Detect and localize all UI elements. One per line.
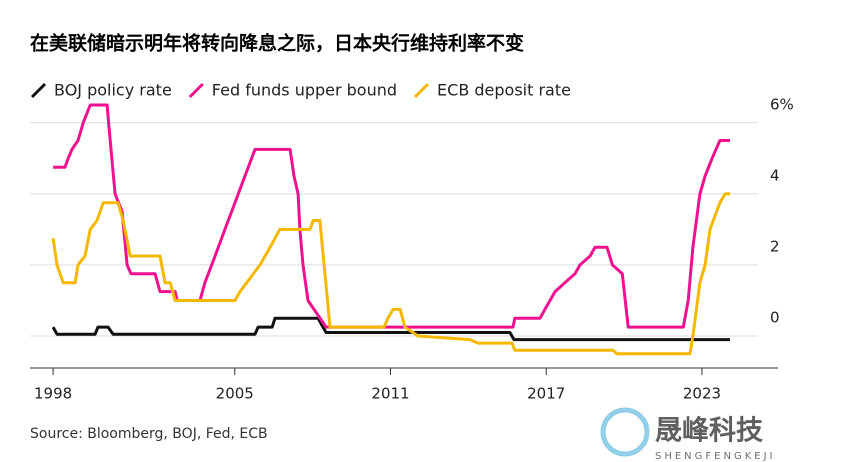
series-line <box>51 192 730 356</box>
series-line <box>53 103 730 329</box>
legend-label: ECB deposit rate <box>437 81 571 100</box>
x-tick-label: 2023 <box>683 385 721 403</box>
x-tick-label: 2011 <box>371 385 409 403</box>
x-tick-label: 2005 <box>216 385 254 403</box>
source: Source: Bloomberg, BOJ, Fed, ECB <box>30 426 268 442</box>
chart-title: 在美联储暗示明年将转向降息之际，日本央行维持利率不变 <box>30 32 524 55</box>
watermark-logo <box>600 407 650 457</box>
watermark-text: 晟峰科技 <box>655 416 763 447</box>
legend-marker <box>188 82 204 99</box>
y-tick-label: 6% <box>770 95 794 113</box>
y-tick-label: 4 <box>770 166 780 184</box>
watermark-sub: SHENGFENGKEJI <box>655 451 776 462</box>
legend-marker <box>30 82 47 99</box>
watermark: 晟峰科技 SHENGFENGKEJI <box>600 407 776 462</box>
x-tick-label: 2017 <box>527 385 565 403</box>
legend-label: BOJ policy rate <box>54 81 172 100</box>
y-tick-label: 2 <box>770 237 780 255</box>
x-tick-label: 1998 <box>34 385 72 403</box>
y-tick-label: 0 <box>770 309 780 327</box>
series-line <box>51 316 730 342</box>
legend-label: Fed funds upper bound <box>212 81 397 100</box>
legend-marker <box>413 82 430 99</box>
